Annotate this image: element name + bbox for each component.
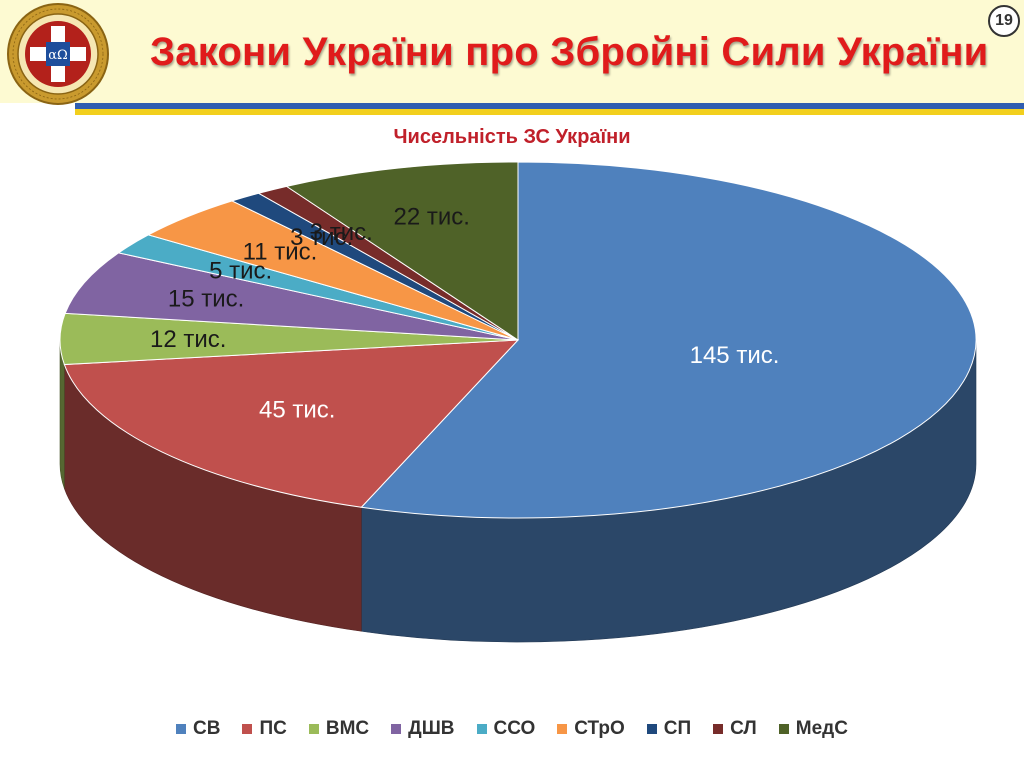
pie-slice-СВ [360,161,977,519]
legend-swatch [778,724,789,734]
page-title: Закони України про Збройні Сили України [150,30,989,74]
legend-label: ДШВ [408,718,455,739]
data-label-ВМС: 12 тис. [150,326,226,353]
legend-swatch [476,724,487,734]
legend-label: СВ [193,718,221,739]
legend-swatch [308,724,319,734]
legend-item-ССО: ССО [476,718,536,740]
legend-item-МедС: МедС [778,718,848,740]
legend-item-СВ: СВ [176,718,220,740]
legend-label: МедС [795,718,848,739]
chart-legend: СВ ПС ВМС ДШВ ССО СТрО СП СЛ МедС [0,718,1024,740]
academy-emblem-logo: αΩ [7,3,109,105]
legend-label: СЛ [730,718,757,739]
legend-swatch [557,724,568,734]
data-label-ССО: 5 тис. [209,258,272,285]
legend-item-СТрО: СТрО [557,718,625,740]
data-label-СТрО: 11 тис. [243,238,318,265]
legend-item-ПС: ПС [242,718,287,740]
legend-label: ССО [493,718,536,739]
pie-slice-ПС [63,339,520,508]
legend-swatch [646,724,657,734]
pie-slice-МедС [285,161,519,341]
chart-title: Чисельність ЗС України [393,126,631,148]
legend-swatch [176,724,187,734]
header-stripe-yellow [75,109,1024,115]
data-label-ДШВ: 15 тис. [168,285,244,312]
pie-top-faces [59,161,977,519]
pie-data-labels: 145 тис. 45 тис. 12 тис. 15 тис.5 тис.11 ти… [150,203,779,423]
data-label-СВ: 145 тис. [690,342,780,369]
legend-item-ДШВ: ДШВ [391,718,455,740]
data-label-МедС: 22 тис. [393,203,469,230]
header-stripe-blue [75,103,1024,109]
legend-item-СЛ: СЛ [713,718,757,740]
header-band [0,0,1024,103]
legend-label: СП [663,718,692,739]
data-label-СЛ: 3 тис. [310,219,373,246]
legend-label: ПС [259,718,287,739]
legend-label: СТрО [574,718,625,739]
data-label-СП: 3 тис. [290,224,353,251]
legend-label: ВМС [325,718,370,739]
legend-swatch [713,724,724,734]
legend-item-СП: СП [646,718,692,740]
svg-text:αΩ: αΩ [48,48,68,63]
legend-swatch [391,724,402,734]
legend-item-ВМС: ВМС [308,718,370,740]
legend-swatch [242,724,253,734]
pie-slice-ДШВ [64,252,519,341]
data-label-ПС: 45 тис. [259,396,335,423]
slide-number-badge: 19 [988,5,1020,37]
